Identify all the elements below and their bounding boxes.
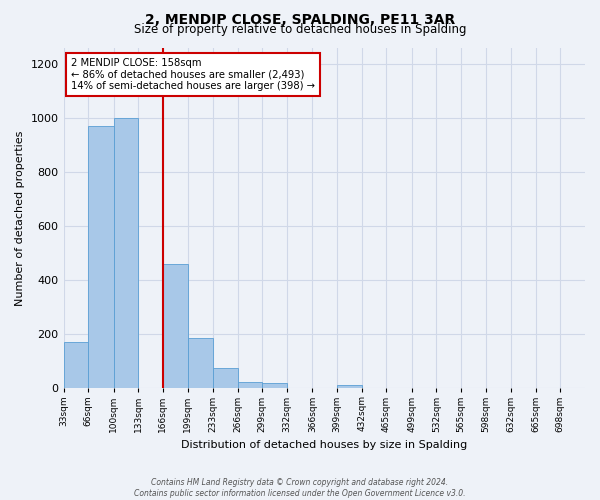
Bar: [238, 382, 262, 388]
Bar: [262, 384, 287, 388]
Text: 2, MENDIP CLOSE, SPALDING, PE11 3AR: 2, MENDIP CLOSE, SPALDING, PE11 3AR: [145, 12, 455, 26]
Bar: [188, 338, 213, 388]
Bar: [337, 385, 362, 388]
Bar: [64, 342, 88, 388]
Bar: [213, 368, 238, 388]
Bar: [163, 264, 188, 388]
Text: Size of property relative to detached houses in Spalding: Size of property relative to detached ho…: [134, 22, 466, 36]
Bar: [88, 126, 113, 388]
Text: Contains HM Land Registry data © Crown copyright and database right 2024.
Contai: Contains HM Land Registry data © Crown c…: [134, 478, 466, 498]
X-axis label: Distribution of detached houses by size in Spalding: Distribution of detached houses by size …: [181, 440, 467, 450]
Bar: [113, 118, 138, 388]
Y-axis label: Number of detached properties: Number of detached properties: [15, 130, 25, 306]
Text: 2 MENDIP CLOSE: 158sqm
← 86% of detached houses are smaller (2,493)
14% of semi-: 2 MENDIP CLOSE: 158sqm ← 86% of detached…: [71, 58, 316, 91]
